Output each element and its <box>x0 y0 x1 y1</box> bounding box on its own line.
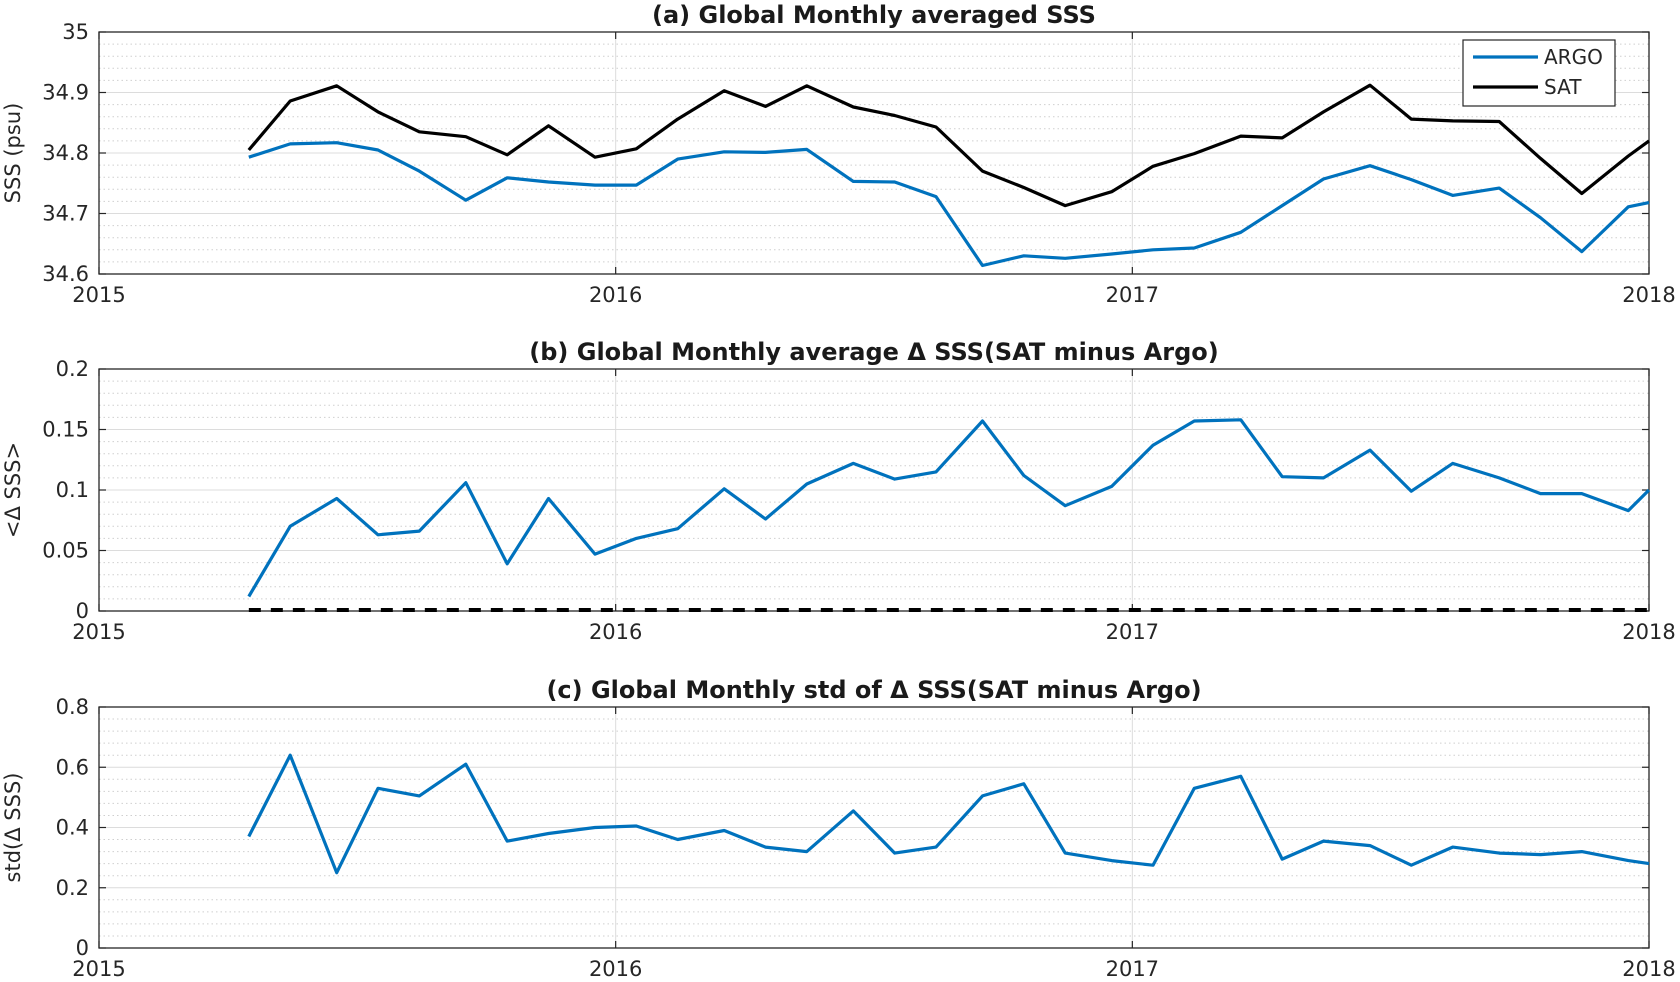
y-tick-label: 0.2 <box>56 876 89 900</box>
series-line-argo <box>248 141 1650 268</box>
y-tick-label: 34.7 <box>42 202 89 226</box>
x-tick-label: 2016 <box>589 620 642 644</box>
y-tick-label: 34.9 <box>42 81 89 105</box>
chart-title: (b) Global Monthly average Δ SSS(SAT min… <box>529 338 1218 366</box>
x-tick-label: 2018 <box>1622 283 1675 307</box>
x-tick-label: 2017 <box>1106 957 1159 981</box>
x-tick-label: 2017 <box>1106 620 1159 644</box>
y-axis-label: <Δ SSS> <box>1 442 25 538</box>
x-tick-label: 2018 <box>1622 620 1675 644</box>
y-axis-label: SSS (psu) <box>1 103 25 204</box>
legend-box <box>1462 39 1616 107</box>
x-tick-label: 2015 <box>72 283 125 307</box>
y-tick-label: 0.4 <box>56 816 89 840</box>
series-line-delta-sss <box>247 753 1650 875</box>
y-tick-label: 0.2 <box>56 357 89 381</box>
series-line-sat <box>247 83 1650 208</box>
y-tick-label: 0.6 <box>56 755 89 779</box>
y-axis-label: std(Δ SSS) <box>1 773 25 883</box>
chart-panel-c: 0 0.2 0.4 0.6 0.8 2015 2016 2017 2018 (c) Global … <box>1 676 1676 981</box>
y-tick-label: 0.15 <box>42 418 89 442</box>
y-tick-label: 35 <box>62 20 89 44</box>
legend-label: SAT <box>1544 75 1582 99</box>
y-tick-label: 0 <box>76 936 89 960</box>
x-tick-label: 2017 <box>1106 283 1159 307</box>
y-tick-label: 34.6 <box>42 262 89 286</box>
chart-title: (a) Global Monthly averaged SSS <box>652 1 1096 29</box>
x-tick-label: 2016 <box>589 957 642 981</box>
x-tick-label: 2018 <box>1622 957 1675 981</box>
x-tick-label: 2016 <box>589 283 642 307</box>
x-tick-label: 2015 <box>72 957 125 981</box>
y-tick-label: 0.1 <box>56 478 89 502</box>
y-tick-label: 0.8 <box>56 695 89 719</box>
series-line-delta-sss <box>247 418 1651 598</box>
y-tick-label: 34.8 <box>42 141 89 165</box>
chart-panel-b: 0 0.05 0.1 0.15 0.2 2015 2016 2017 2018 (b) Globa… <box>1 338 1676 644</box>
legend-label: ARGO <box>1544 45 1603 69</box>
chart-title: (c) Global Monthly std of Δ SSS(SAT minu… <box>546 676 1201 704</box>
y-tick-label: 0 <box>76 599 89 623</box>
y-tick-label: 0.05 <box>42 539 89 563</box>
chart-panel-a: 34.6 34.7 34.8 34.9 35 2015 2016 2017 2018 (a) Gl… <box>1 1 1676 307</box>
x-tick-label: 2015 <box>72 620 125 644</box>
